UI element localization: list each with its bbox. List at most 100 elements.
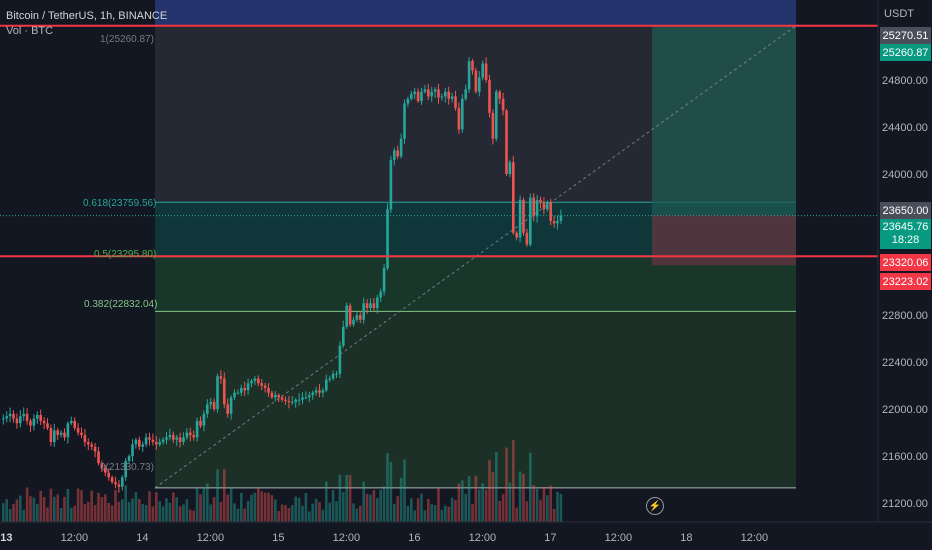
volume-bar (464, 493, 467, 522)
candle (257, 378, 260, 384)
candle (535, 199, 539, 217)
volume-bar (63, 496, 66, 522)
candle (454, 96, 457, 109)
volume-bar (488, 459, 491, 522)
candle (192, 435, 195, 438)
volume-bar (29, 496, 32, 522)
volume-bar (365, 493, 369, 522)
volume-bar (481, 483, 484, 522)
volume-bar (467, 476, 471, 522)
candle (138, 439, 141, 447)
x-tick-label: 12:00 (197, 532, 225, 544)
volume-bar (2, 503, 5, 522)
candle (15, 418, 19, 424)
y-tick-label: 22800.00 (882, 310, 928, 322)
candle (325, 379, 328, 391)
volume-bar (430, 504, 433, 522)
x-tick-label: 13 (0, 532, 12, 544)
volume-label[interactable]: Vol · BTC (6, 25, 54, 37)
candle (49, 427, 53, 443)
volume-bar (216, 469, 219, 522)
candle (403, 103, 406, 139)
volume-bar (219, 501, 223, 522)
candle (314, 390, 318, 393)
chart-legend: Bitcoin / TetherUS, 1h, BINANCE Vol · BT… (6, 10, 167, 37)
candle (175, 437, 178, 440)
volume-bar (53, 496, 56, 522)
volume-bar (501, 494, 505, 522)
volume-bar (542, 486, 546, 522)
volume-bar (175, 497, 178, 522)
volume-bar (107, 503, 110, 522)
y-tick-label: 24400.00 (882, 122, 928, 134)
candle (161, 439, 165, 443)
volume-bar (223, 469, 226, 522)
candle (396, 150, 399, 157)
candle (478, 77, 481, 92)
volume-bar (325, 481, 328, 522)
candle (253, 378, 257, 381)
candle (433, 89, 437, 92)
candle (243, 387, 246, 391)
candle (110, 477, 114, 483)
volume-bar (66, 488, 70, 522)
volume-bar (396, 496, 399, 522)
volume-bar (117, 501, 121, 522)
volume-bar (15, 499, 19, 522)
volume-bar (267, 492, 270, 522)
volume-bar (199, 494, 202, 522)
candle (474, 70, 478, 92)
fib-zone-0382-0 (155, 311, 796, 488)
candle (212, 402, 216, 410)
candle (158, 442, 161, 445)
candle (12, 413, 15, 419)
volume-bar (379, 489, 382, 522)
volume-bar (447, 506, 450, 522)
volume-bar (413, 510, 416, 522)
candle (53, 430, 56, 443)
volume-bar (280, 504, 284, 522)
volume-bar (433, 505, 437, 522)
fib-label-05: 0.5(23295.80) (94, 249, 157, 260)
volume-bar (308, 511, 311, 522)
fib-label-0: 0(21330.73) (100, 462, 154, 473)
volume-bar (546, 495, 549, 522)
volume-bar (246, 500, 250, 522)
volume-bar (189, 509, 192, 522)
volume-bar (263, 492, 267, 522)
candle (430, 91, 433, 97)
symbol-title[interactable]: Bitcoin / TetherUS, 1h, BINANCE (6, 10, 168, 22)
volume-bar (93, 505, 97, 522)
flash-icon[interactable]: ⚡ (646, 497, 664, 515)
candle (539, 199, 542, 203)
candle (263, 385, 267, 388)
candle (280, 397, 284, 400)
volume-bar (155, 492, 158, 522)
volume-bar (97, 492, 100, 522)
candle (199, 420, 202, 426)
candle (250, 380, 253, 384)
volume-bar (369, 494, 372, 522)
price-tag-entry: 23650.00 (880, 202, 931, 219)
candle (501, 98, 505, 111)
volume-bar (56, 494, 59, 522)
candle (311, 392, 314, 396)
volume-bar (5, 499, 8, 522)
candle (63, 432, 66, 438)
volume-bar (127, 501, 131, 522)
volume-bar (229, 487, 233, 522)
volume-bar (556, 491, 559, 522)
fib-label-0618: 0.618(23759.56) (83, 198, 157, 209)
candle (423, 89, 427, 92)
candle (100, 463, 104, 468)
volume-bar (518, 471, 522, 522)
volume-bar (450, 497, 454, 522)
volume-bar (311, 503, 314, 522)
candle (304, 397, 308, 399)
candle (525, 232, 529, 245)
volume-bar (331, 490, 335, 522)
candle (151, 439, 155, 443)
candle (508, 162, 512, 174)
volume-bar (90, 490, 93, 522)
